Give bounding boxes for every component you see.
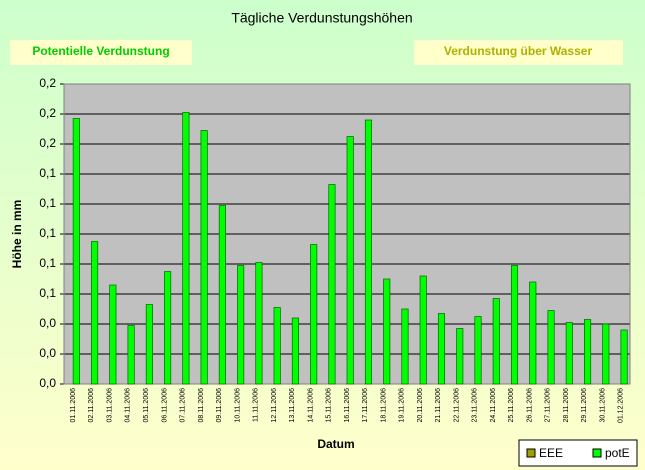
x-tick-label: 16.11.2006: [344, 388, 351, 423]
bar: [328, 184, 336, 385]
y-tick-label: 0,1: [39, 256, 56, 270]
x-tick-label: 13.11.2006: [289, 388, 296, 423]
y-tick-label: 0,0: [39, 346, 56, 360]
bar: [401, 308, 409, 385]
legend: [518, 439, 638, 467]
x-tick-label: 22.11.2006: [453, 388, 460, 423]
bar: [584, 319, 592, 385]
x-tick-label: 21.11.2006: [435, 388, 442, 423]
x-tick-label: 14.11.2006: [307, 388, 314, 423]
bar: [437, 313, 446, 385]
legend-label: EEE: [539, 446, 563, 460]
x-tick-label: 01.12.2006: [618, 388, 625, 423]
bar: [492, 298, 500, 385]
bar: [218, 205, 226, 385]
bar: [620, 329, 628, 385]
bar: [529, 281, 537, 385]
x-axis-label: Datum: [317, 437, 354, 451]
y-tick-label: 0,2: [39, 76, 56, 90]
x-tick-label: 01.11.2006: [70, 388, 77, 423]
bar: [237, 265, 245, 385]
bar: [182, 112, 190, 385]
legend-swatch: [592, 448, 602, 458]
bar: [310, 244, 318, 385]
bar: [145, 304, 153, 385]
bar: [456, 328, 464, 385]
bar: [346, 136, 354, 385]
bar: [164, 271, 172, 385]
bar: [109, 284, 117, 385]
bar: [200, 130, 208, 385]
bar: [474, 316, 482, 385]
x-tick-label: 28.11.2006: [563, 388, 570, 423]
x-tick-label: 23.11.2006: [472, 388, 479, 423]
x-tick-label: 09.11.2006: [216, 388, 223, 423]
x-tick-label: 08.11.2006: [198, 388, 205, 423]
bar: [383, 278, 391, 385]
bar: [565, 322, 573, 385]
x-tick-label: 29.11.2006: [581, 388, 588, 423]
bar: [602, 323, 610, 385]
y-tick-label: 0,2: [39, 106, 56, 120]
x-tick-label: 05.11.2006: [143, 388, 150, 423]
y-tick-label: 0,2: [39, 136, 56, 150]
bar: [547, 310, 555, 385]
x-tick-label: 10.11.2006: [234, 388, 241, 423]
button[interactable]: Verdunstung über Wasser: [414, 40, 623, 65]
x-tick-label: 30.11.2006: [599, 388, 606, 423]
x-tick-label: 12.11.2006: [271, 388, 278, 423]
x-tick-label: 11.11.2006: [253, 388, 260, 422]
x-tick-label: 03.11.2006: [106, 388, 113, 423]
button-label: Potentielle Verdunstung: [32, 44, 169, 58]
bar: [127, 325, 135, 385]
x-tick-label: 02.11.2006: [88, 388, 95, 423]
x-tick-label: 07.11.2006: [180, 388, 187, 423]
button-label: Verdunstung über Wasser: [444, 44, 593, 58]
x-tick-label: 06.11.2006: [161, 388, 168, 423]
x-tick-label: 18.11.2006: [380, 388, 387, 423]
bar: [273, 307, 281, 385]
y-tick-label: 0,1: [39, 226, 56, 240]
x-tick-label: 24.11.2006: [490, 388, 497, 423]
bar: [255, 262, 263, 385]
chart-title: Tägliche Verdunstungshöhen: [231, 10, 412, 26]
bar: [364, 119, 372, 385]
x-tick-label: 15.11.2006: [326, 388, 333, 423]
x-tick-label: 17.11.2006: [362, 388, 369, 423]
x-tick-label: 26.11.2006: [526, 388, 533, 423]
x-tick-label: 20.11.2006: [417, 388, 424, 423]
button-bg: [414, 40, 623, 65]
x-tick-label: 25.11.2006: [508, 388, 515, 423]
y-tick-label: 0,0: [39, 376, 56, 390]
button-bg: [10, 40, 192, 65]
bar: [510, 265, 519, 385]
legend-swatch: [526, 448, 536, 458]
x-tick-label: 27.11.2006: [545, 388, 552, 423]
x-tick-label: 19.11.2006: [399, 388, 406, 423]
button[interactable]: Potentielle Verdunstung: [10, 40, 192, 65]
y-tick-label: 0,1: [39, 166, 56, 180]
y-tick-label: 0,1: [39, 196, 56, 210]
bar: [72, 118, 80, 385]
y-tick-label: 0,1: [39, 286, 56, 300]
bar: [91, 241, 99, 385]
bar: [419, 275, 427, 385]
bar: [291, 317, 299, 385]
y-tick-label: 0,0: [39, 316, 56, 330]
legend-label: potE: [605, 446, 630, 460]
x-tick-label: 04.11.2006: [125, 388, 132, 423]
y-axis-label: Höhe in mm: [10, 200, 24, 269]
